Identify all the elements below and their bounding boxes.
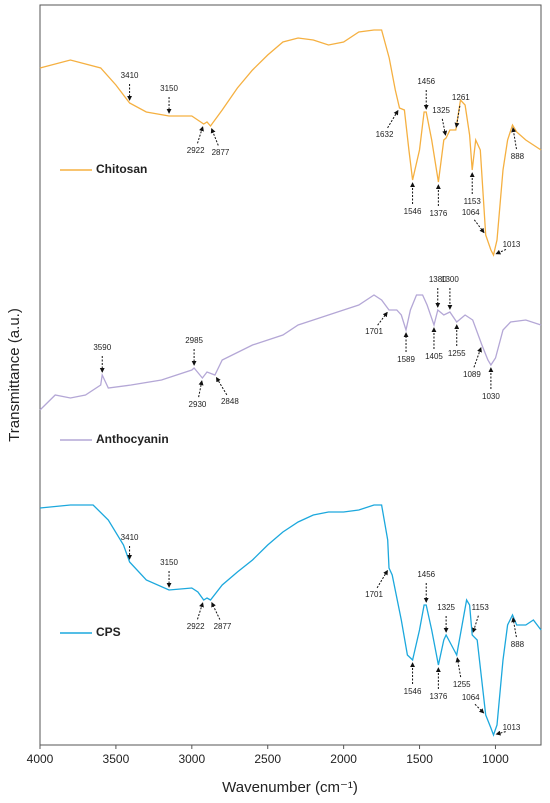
x-tick-label: 2500 — [254, 752, 281, 766]
peak-label: 1376 — [429, 692, 447, 701]
peak-label: 888 — [511, 640, 525, 649]
peak-label: 1376 — [429, 209, 447, 218]
plot-frame — [39, 4, 542, 746]
peak-arrow — [474, 703, 485, 714]
peak-arrow — [441, 118, 448, 136]
peak-arrow — [197, 602, 204, 620]
x-tick-label: 1500 — [406, 752, 433, 766]
peak-label: 2930 — [189, 400, 207, 409]
peak-label: 3410 — [121, 533, 139, 542]
peak-label: 1255 — [448, 349, 466, 358]
x-tick-label: 3000 — [178, 752, 205, 766]
spectrum-line — [39, 29, 542, 257]
peak-label: 3150 — [160, 558, 178, 567]
peak-label: 1701 — [365, 327, 383, 336]
peak-arrow — [473, 347, 482, 368]
peak-arrow — [387, 109, 399, 129]
peak-arrow — [455, 657, 462, 678]
x-tick-label: 3500 — [103, 752, 130, 766]
peak-label: 2985 — [185, 336, 203, 345]
peak-label: 1089 — [463, 370, 481, 379]
peak-label: 1325 — [432, 106, 450, 115]
peak-label: 1013 — [503, 723, 521, 732]
peak-label: 2877 — [212, 148, 230, 157]
peak-label: 3150 — [160, 84, 178, 93]
peak-arrow — [216, 376, 228, 396]
peak-arrow — [211, 601, 221, 620]
peak-label: 888 — [511, 152, 525, 161]
peak-label: 1325 — [437, 603, 455, 612]
peak-arrow — [197, 126, 204, 144]
peak-arrow — [495, 248, 507, 255]
spectrum-line — [39, 504, 542, 737]
peak-label: 1456 — [417, 570, 435, 579]
x-tick-label: 1000 — [482, 752, 509, 766]
peak-label: 1013 — [503, 240, 521, 249]
peak-label: 1701 — [365, 590, 383, 599]
peak-label: 1380 — [429, 275, 447, 284]
peak-label: 1546 — [404, 687, 422, 696]
x-tick-label: 2000 — [330, 752, 357, 766]
peak-label: 1589 — [397, 355, 415, 364]
peak-label: 3590 — [93, 343, 111, 352]
y-axis-title: Transmittance (a.u.) — [6, 308, 23, 442]
peak-arrow — [495, 730, 506, 736]
peak-arrow — [198, 380, 204, 398]
peak-label: 3410 — [121, 71, 139, 80]
peak-label: 2848 — [221, 397, 239, 406]
x-axis-title: Wavenumber (cm⁻¹) — [222, 779, 358, 796]
peak-label: 1456 — [417, 77, 435, 86]
peak-label: 1546 — [404, 207, 422, 216]
peak-label: 1405 — [425, 352, 443, 361]
peak-label: 1030 — [482, 392, 500, 401]
peak-arrow — [377, 311, 388, 326]
peak-label: 1255 — [453, 680, 471, 689]
peak-label: 1153 — [464, 197, 482, 206]
peak-arrow — [210, 128, 219, 146]
peak-arrow — [511, 127, 517, 150]
peak-label: 1153 — [472, 603, 490, 612]
legend-label: CPS — [96, 625, 121, 639]
peak-label: 2922 — [187, 146, 205, 155]
peak-arrow — [473, 219, 485, 234]
peak-label: 2877 — [214, 622, 232, 631]
x-tick-label: 4000 — [27, 752, 54, 766]
peak-label: 1300 — [441, 275, 459, 284]
legend-label: Chitosan — [96, 162, 147, 176]
peak-label: 2922 — [187, 622, 205, 631]
peak-label: 1632 — [376, 130, 394, 139]
peak-label: 1261 — [452, 93, 470, 102]
peak-label: 1064 — [462, 693, 480, 702]
peak-arrow — [376, 569, 388, 589]
peak-arrow — [472, 615, 479, 633]
spectrum-line — [39, 294, 542, 411]
legend-label: Anthocyanin — [96, 432, 169, 446]
peak-arrow — [454, 105, 461, 128]
peak-label: 1064 — [462, 208, 480, 217]
